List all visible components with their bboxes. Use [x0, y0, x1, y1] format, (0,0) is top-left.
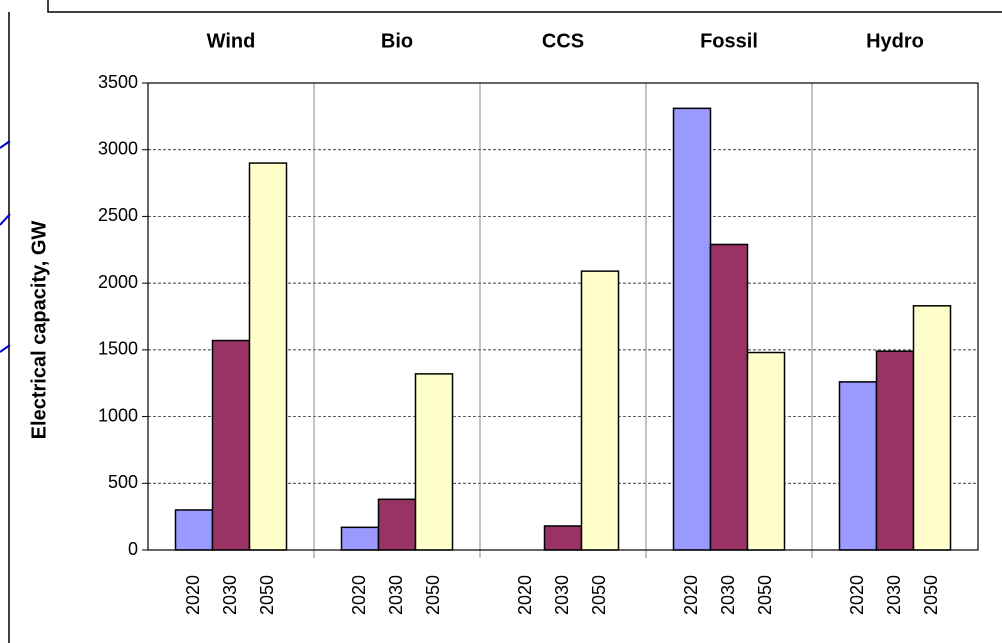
- bar: [875, 350, 915, 551]
- y-tick-label: 1000: [98, 405, 138, 425]
- x-tick-label: 2050: [589, 575, 609, 615]
- background-fragment: [0, 140, 11, 353]
- y-axis-title: Electrical capacity, GW: [28, 221, 50, 440]
- bar: [912, 305, 952, 551]
- x-tick-label: 2020: [681, 575, 701, 615]
- x-tick-label: 2050: [921, 575, 941, 615]
- x-tick-label: 2030: [386, 575, 406, 615]
- x-tick-label: 2020: [847, 575, 867, 615]
- bar: [248, 162, 288, 551]
- plot-border: [147, 82, 979, 551]
- bar: [746, 351, 786, 551]
- x-tick-label: 2020: [515, 575, 535, 615]
- x-tick-label: 2030: [220, 575, 240, 615]
- bar: [709, 243, 749, 551]
- x-tick-label: 2050: [755, 575, 775, 615]
- y-tick-label: 3000: [98, 138, 138, 158]
- bar: [838, 381, 878, 551]
- bar: [580, 270, 620, 551]
- bar: [340, 526, 380, 551]
- bar: [211, 339, 251, 551]
- bar: [672, 107, 712, 551]
- frame: [8, 0, 1002, 643]
- y-tick-label: 1500: [98, 339, 138, 359]
- bar: [174, 509, 214, 551]
- group-label: Bio: [381, 30, 413, 52]
- y-tick-label: 2000: [98, 272, 138, 292]
- bar: [377, 498, 417, 551]
- x-tick-label: 2020: [349, 575, 369, 615]
- x-tick-label: 2020: [183, 575, 203, 615]
- y-tick-label: 500: [108, 472, 138, 492]
- y-tick-label: 2500: [98, 205, 138, 225]
- group-label: CCS: [542, 30, 584, 52]
- y-tick-label: 3500: [98, 72, 138, 92]
- group-label: Hydro: [866, 30, 924, 52]
- x-tick-label: 2050: [423, 575, 443, 615]
- y-tick-label: 0: [128, 539, 138, 559]
- group-label: Fossil: [700, 30, 758, 52]
- group-label: Wind: [207, 30, 256, 52]
- x-tick-label: 2030: [884, 575, 904, 615]
- bar: [543, 525, 583, 551]
- x-tick-label: 2050: [257, 575, 277, 615]
- x-tick-label: 2030: [552, 575, 572, 615]
- x-tick-label: 2030: [718, 575, 738, 615]
- bar: [414, 373, 454, 551]
